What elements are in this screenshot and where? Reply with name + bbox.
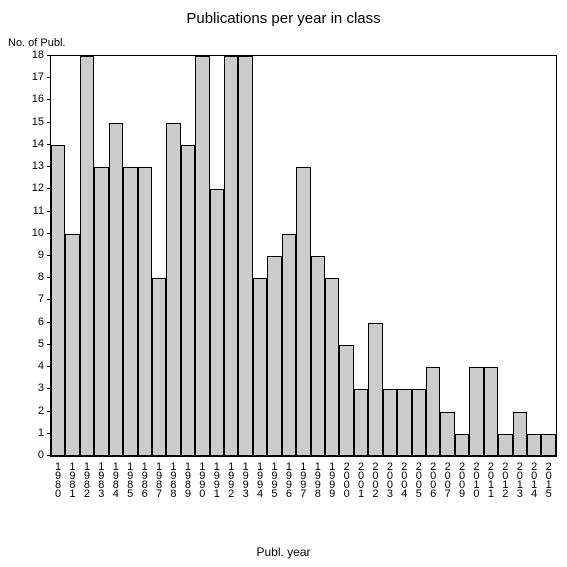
chart-title: Publications per year in class: [0, 10, 567, 27]
x-tick-label: 1989: [183, 461, 191, 497]
y-tick-label: 18: [32, 49, 44, 61]
bar: [80, 56, 94, 456]
bar: [440, 412, 454, 456]
x-tick-label: 1987: [154, 461, 162, 497]
bar: [282, 234, 296, 456]
x-tick-label: 2014: [530, 461, 538, 497]
y-tick-label: 10: [32, 227, 44, 239]
bar: [339, 345, 353, 456]
y-tick-label: 5: [38, 338, 44, 350]
y-tick-label: 4: [38, 360, 44, 372]
y-tick-label: 2: [38, 405, 44, 417]
bar: [138, 167, 152, 456]
x-tick-label: 1995: [270, 461, 278, 497]
bar: [253, 278, 267, 456]
x-tick-label: 1985: [126, 461, 134, 497]
x-tick-label: 1988: [169, 461, 177, 497]
x-tick-label: 1981: [68, 461, 76, 497]
bar: [123, 167, 137, 456]
x-tick-label: 1980: [53, 461, 61, 497]
x-tick-label: 1982: [82, 461, 90, 497]
x-tick-label: 2009: [457, 461, 465, 497]
bar: [383, 389, 397, 456]
x-tick-label: 2002: [371, 461, 379, 497]
chart-container: Publications per year in class No. of Pu…: [0, 0, 567, 567]
bar: [238, 56, 252, 456]
y-tick-label: 16: [32, 93, 44, 105]
y-tick-label: 8: [38, 271, 44, 283]
x-tick-label: 1999: [328, 461, 336, 497]
y-tick-label: 14: [32, 138, 44, 150]
y-tick-label: 9: [38, 249, 44, 261]
x-tick-label: 2004: [400, 461, 408, 497]
x-tick-label: 2011: [486, 461, 494, 497]
bar: [541, 434, 555, 456]
bar: [109, 123, 123, 456]
y-tick-label: 6: [38, 316, 44, 328]
x-tick-label: 2012: [501, 461, 509, 497]
y-tick-label: 17: [32, 71, 44, 83]
bar: [513, 412, 527, 456]
bar: [195, 56, 209, 456]
bar: [484, 367, 498, 456]
y-tick-label: 12: [32, 182, 44, 194]
x-tick-label: 1996: [284, 461, 292, 497]
y-tick-label: 11: [33, 205, 44, 217]
x-tick-label: 2010: [472, 461, 480, 497]
bar: [94, 167, 108, 456]
x-tick-label: 1994: [255, 461, 263, 497]
bars-group: [51, 56, 556, 456]
x-tick-label: 1984: [111, 461, 119, 497]
x-tick-label: 2006: [429, 461, 437, 497]
x-tick-label: 2000: [342, 461, 350, 497]
y-axis-label: No. of Publ.: [8, 37, 65, 49]
y-tick-label: 7: [38, 293, 44, 305]
x-tick-label: 1991: [212, 461, 220, 497]
bar: [397, 389, 411, 456]
bar: [210, 189, 224, 456]
x-tick-label: 1998: [313, 461, 321, 497]
x-tick-label: 2013: [515, 461, 523, 497]
y-tick-label: 15: [32, 116, 44, 128]
bar: [426, 367, 440, 456]
bar: [455, 434, 469, 456]
bar: [296, 167, 310, 456]
bar: [368, 323, 382, 456]
bar: [412, 389, 426, 456]
bar: [65, 234, 79, 456]
y-tick-label: 1: [38, 427, 44, 439]
bar: [311, 256, 325, 456]
y-tick-label: 0: [38, 449, 44, 461]
x-tick-label: 2015: [544, 461, 552, 497]
bar: [224, 56, 238, 456]
bar: [354, 389, 368, 456]
bar: [469, 367, 483, 456]
x-axis-label: Publ. year: [0, 545, 567, 559]
x-axis-ticks: 1980 1981 1982 1983 1984 1985 1986 1987 1988 1989…: [50, 456, 555, 526]
bar: [181, 145, 195, 456]
x-tick-label: 2001: [356, 461, 364, 497]
x-tick-label: 2003: [385, 461, 393, 497]
x-tick-label: 2005: [414, 461, 422, 497]
bar: [325, 278, 339, 456]
bar: [527, 434, 541, 456]
x-tick-label: 1983: [97, 461, 105, 497]
bar: [267, 256, 281, 456]
x-tick-label: 1990: [198, 461, 206, 497]
x-tick-label: 1997: [299, 461, 307, 497]
y-tick-label: 13: [32, 160, 44, 172]
x-tick-label: 1992: [227, 461, 235, 497]
bar: [166, 123, 180, 456]
x-tick-label: 1993: [241, 461, 249, 497]
y-tick-label: 3: [38, 382, 44, 394]
plot-area: [50, 55, 557, 457]
bar: [152, 278, 166, 456]
x-tick-label: 2007: [443, 461, 451, 497]
x-tick-label: 1986: [140, 461, 148, 497]
bar: [498, 434, 512, 456]
y-axis-ticks: 0123456789101112131415161718: [0, 55, 48, 455]
bar: [51, 145, 65, 456]
